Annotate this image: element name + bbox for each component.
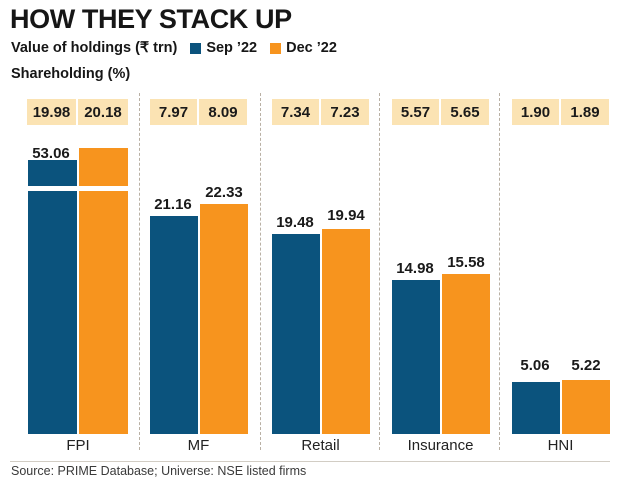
value-label-hni-dec: 5.22 xyxy=(571,357,601,374)
bar-mf-sep[interactable] xyxy=(150,216,198,434)
group-divider-3 xyxy=(379,93,380,450)
bar-fpi-sep[interactable] xyxy=(28,160,77,434)
share-badge-insurance-dec: 5.65 xyxy=(441,99,489,125)
category-label-fpi: FPI xyxy=(66,437,90,454)
value-label-mf-dec: 22.33 xyxy=(205,184,243,201)
bar-mf-dec[interactable] xyxy=(200,204,248,434)
group-divider-4 xyxy=(499,93,500,450)
legend-label-sep: Sep ’22 xyxy=(206,40,258,56)
bar-hni-sep[interactable] xyxy=(512,382,560,434)
share-badge-hni-dec: 1.89 xyxy=(561,99,609,125)
value-label-insurance-sep: 14.98 xyxy=(396,260,434,277)
bar-fpi-dec[interactable] xyxy=(79,148,128,434)
category-label-mf: MF xyxy=(187,437,210,454)
category-label-retail: Retail xyxy=(301,437,340,454)
bar-hni-dec[interactable] xyxy=(562,380,610,434)
axis-break-fpi-dec-icon xyxy=(79,186,128,191)
share-badge-retail-dec: 7.23 xyxy=(321,99,369,125)
share-badge-retail-sep: 7.34 xyxy=(272,99,319,125)
legend-swatch-sep-icon xyxy=(190,42,202,54)
value-label-mf-sep: 21.16 xyxy=(154,196,192,213)
legend-label-dec: Dec ’22 xyxy=(286,40,337,56)
bar-insurance-dec[interactable] xyxy=(442,274,490,434)
group-divider-1 xyxy=(139,93,140,450)
share-badge-insurance-sep: 5.57 xyxy=(392,99,439,125)
value-label-retail-dec: 19.94 xyxy=(327,207,365,224)
axis-break-fpi-sep-icon xyxy=(28,186,77,191)
value-axis-legend-row: Value of holdings (₹ trn) Sep ’22 Dec ’2… xyxy=(11,40,337,56)
value-label-insurance-dec: 15.58 xyxy=(447,254,485,271)
legend-swatch-dec-icon xyxy=(270,42,282,54)
share-badge-fpi-dec: 20.18 xyxy=(78,99,128,125)
legend-item-sep: Sep ’22 xyxy=(190,40,257,56)
bar-insurance-sep[interactable] xyxy=(392,280,440,434)
group-divider-2 xyxy=(260,93,261,450)
footer-divider xyxy=(10,461,610,462)
category-label-insurance: Insurance xyxy=(407,437,474,454)
value-label-fpi-sep: 53.06 xyxy=(32,145,70,162)
value-label-retail-sep: 19.48 xyxy=(276,214,314,231)
page-title: HOW THEY STACK UP xyxy=(10,4,292,34)
share-badge-fpi-sep: 19.98 xyxy=(27,99,76,125)
share-axis-title: Shareholding (%) xyxy=(11,66,131,82)
value-axis-title: Value of holdings (₹ trn) xyxy=(11,40,178,56)
share-badge-mf-sep: 7.97 xyxy=(150,99,197,125)
value-label-hni-sep: 5.06 xyxy=(520,357,550,374)
legend-item-dec: Dec ’22 xyxy=(270,40,337,56)
category-label-hni: HNI xyxy=(547,437,574,454)
bar-retail-sep[interactable] xyxy=(272,234,320,434)
bar-retail-dec[interactable] xyxy=(322,229,370,434)
share-badge-mf-dec: 8.09 xyxy=(199,99,247,125)
source-note: Source: PRIME Database; Universe: NSE li… xyxy=(11,464,307,478)
share-badge-hni-sep: 1.90 xyxy=(512,99,559,125)
